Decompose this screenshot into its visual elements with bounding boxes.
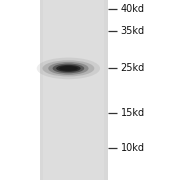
Text: 35kd: 35kd [121,26,145,36]
Ellipse shape [48,62,89,75]
Ellipse shape [53,64,84,73]
Text: 10kd: 10kd [121,143,145,153]
Bar [40,0,108,180]
Text: 40kd: 40kd [121,4,145,14]
Text: 25kd: 25kd [121,63,145,73]
Bar [43,0,104,180]
Ellipse shape [42,60,94,76]
Ellipse shape [59,66,78,71]
Ellipse shape [56,65,81,72]
Ellipse shape [37,58,100,79]
Text: 15kd: 15kd [121,108,145,118]
